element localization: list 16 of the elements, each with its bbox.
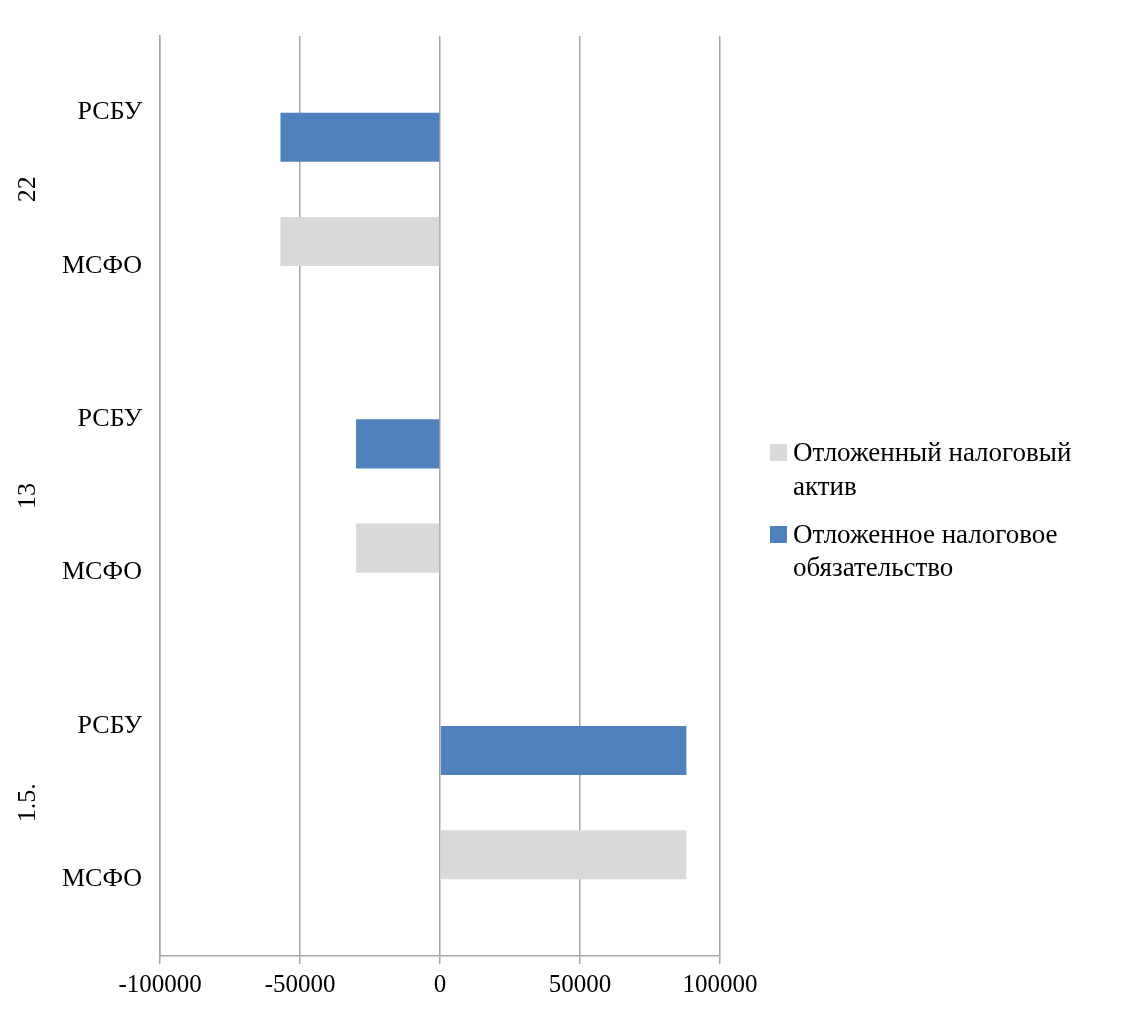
y-tick-label: МСФО <box>61 862 143 892</box>
text: 22 <box>11 175 41 202</box>
legend-label: Отложенный налоговый актив <box>793 436 1073 503</box>
x-tick-label: 0 <box>433 969 447 997</box>
x-tick-label: -100000 <box>118 969 202 997</box>
y-tick-label: МСФО <box>61 555 143 585</box>
text: 1.5. <box>11 782 41 822</box>
x-tick-label: 50000 <box>548 969 612 997</box>
x-tick-label: -50000 <box>264 969 336 997</box>
y-tick-label: РСБУ <box>77 402 143 432</box>
y-tick-label: РСБУ <box>77 95 143 125</box>
y-tick-label: МСФО <box>61 249 143 279</box>
legend-label: Отложенное налоговое обязательство <box>793 517 1059 585</box>
x-tick-label: 100000 <box>682 969 758 997</box>
text: 13 <box>11 482 41 509</box>
y-tick-label: РСБУ <box>77 709 143 739</box>
